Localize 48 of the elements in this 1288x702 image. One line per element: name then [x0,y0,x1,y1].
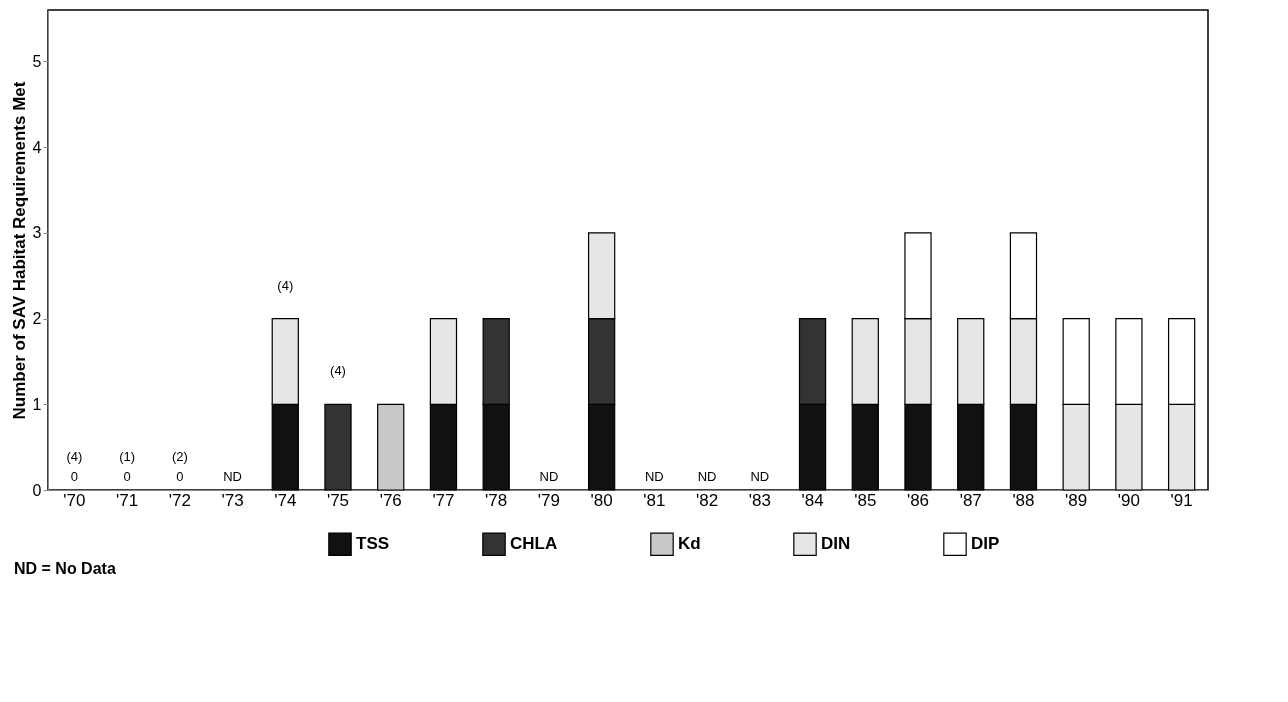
text: ND [539,469,559,484]
x-tick-label: '81 [643,490,666,510]
y-axis-title: Number of SAV Habitat Requirements Met [9,81,29,420]
x-tick-label: '78 [485,490,508,510]
annotation: (4) [66,449,83,464]
x-tick-label: '89 [1065,490,1088,510]
x-tick-label: '88 [1012,490,1035,510]
text: ND [223,469,242,484]
legend-label: TSS [356,534,390,554]
legend-label: DIN [821,534,851,554]
y-tick-label: 2 [32,310,42,328]
x-tick-label: '71 [116,490,139,510]
legend-label: DIP [971,534,1000,554]
text: ND [750,469,770,484]
x-tick-label: '76 [379,490,402,510]
x-tick-label: '77 [432,490,455,510]
x-tick-label: '70 [63,490,86,510]
x-tick-label: '84 [801,490,824,510]
y-tick-label: 4 [32,138,42,156]
annotation: (2) [171,449,188,464]
text: ND [697,469,717,484]
x-tick-label: '74 [274,490,297,510]
x-tick-label: '86 [906,490,930,510]
data-label: 0 [123,469,131,484]
y-tick-label: 1 [32,395,42,413]
x-tick-label: '80 [590,490,613,510]
annotation: (4) [277,277,294,293]
x-tick-label: '73 [221,490,244,510]
x-tick-label: '91 [1170,490,1193,510]
data-label: 0 [176,469,184,484]
x-tick-label: '83 [748,490,771,510]
data-label: 0 [70,469,78,484]
x-tick-label: '87 [959,490,982,510]
annotation: (4) [330,363,346,379]
annotation: (1) [119,449,136,464]
y-tick-label: 3 [32,224,42,242]
y-tick-label: 5 [32,52,42,70]
x-tick-label: '90 [1117,490,1140,510]
x-tick-label: '82 [696,490,719,510]
y-tick-label: 0 [32,481,42,499]
x-tick-label: '75 [326,490,350,510]
legend-label: CHLA [510,534,558,554]
x-tick-label: '85 [854,490,877,510]
legend-label: Kd [678,534,701,554]
text: ND = No Data [14,560,116,578]
text: ND [644,469,664,484]
x-tick-label: '79 [537,490,560,510]
x-tick-label: '72 [168,490,191,510]
